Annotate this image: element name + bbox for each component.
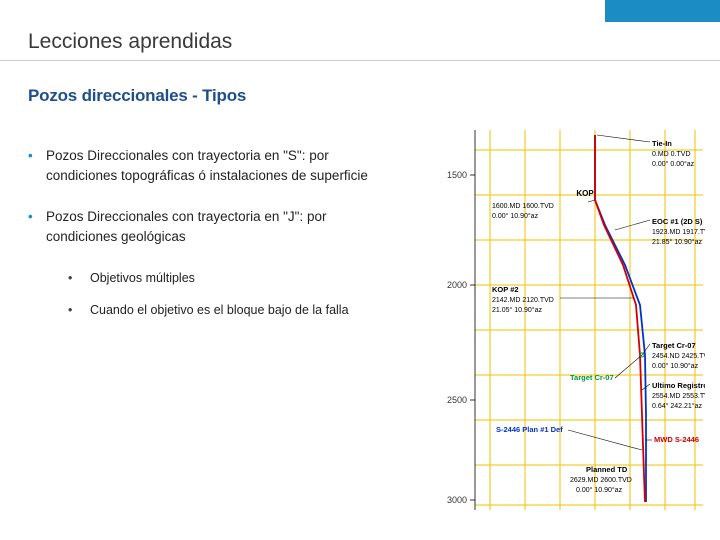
brand-accent-bar xyxy=(605,0,720,22)
svg-text:21.05° 10.90°az: 21.05° 10.90°az xyxy=(492,306,542,314)
svg-text:S-2446 Plan #1 Def: S-2446 Plan #1 Def xyxy=(496,425,563,434)
sub-bullet-item: • Cuando el objetivo es el bloque bajo d… xyxy=(68,300,378,320)
svg-text:2142.MD 2120.TVD: 2142.MD 2120.TVD xyxy=(492,297,554,304)
svg-text:KOP #2: KOP #2 xyxy=(492,285,519,294)
svg-text:0.MD 0.TVD: 0.MD 0.TVD xyxy=(652,151,691,158)
bullet-item: • Pozos Direccionales con trayectoria en… xyxy=(28,207,378,246)
bullet-marker: • xyxy=(28,207,46,246)
svg-text:0.00° 10.90°az: 0.00° 10.90°az xyxy=(576,486,623,494)
svg-text:21.85° 10.90°az: 21.85° 10.90°az xyxy=(652,238,702,246)
sub-bullet-marker: • xyxy=(68,268,90,288)
svg-text:0.00° 10.90°az: 0.00° 10.90°az xyxy=(652,362,699,370)
sub-bullet-list: • Objetivos múltiples • Cuando el objeti… xyxy=(68,268,378,320)
svg-text:3000: 3000 xyxy=(447,495,467,505)
title-rule xyxy=(0,60,720,61)
svg-text:2554.MD 2553.TVD: 2554.MD 2553.TVD xyxy=(652,393,705,400)
bullet-marker: • xyxy=(28,146,46,185)
svg-text:0.64° 242.21°az: 0.64° 242.21°az xyxy=(652,402,702,410)
svg-text:0.00° 10.90°az: 0.00° 10.90°az xyxy=(492,212,539,220)
svg-text:2000: 2000 xyxy=(447,280,467,290)
sub-bullet-text: Cuando el objetivo es el bloque bajo de … xyxy=(90,300,349,320)
page-title: Lecciones aprendidas xyxy=(28,30,232,54)
svg-text:MWD S-2446: MWD S-2446 xyxy=(654,435,699,444)
svg-text:Tie-In: Tie-In xyxy=(652,139,672,148)
trajectory-figure: 1500 2000 2500 3000 Tie-In 0.MD 0.TVD 0.00° 0.… xyxy=(420,130,705,520)
svg-text:2629.MD 2600.TVD: 2629.MD 2600.TVD xyxy=(570,477,632,484)
svg-text:Planned TD: Planned TD xyxy=(586,465,628,474)
content-column: • Pozos Direccionales con trayectoria en… xyxy=(28,146,378,332)
section-subtitle: Pozos direccionales - Tipos xyxy=(28,86,246,106)
bullet-text: Pozos Direccionales con trayectoria en "… xyxy=(46,207,378,246)
svg-text:Target Cr-07: Target Cr-07 xyxy=(570,373,614,382)
svg-text:1500: 1500 xyxy=(447,170,467,180)
svg-text:0.00° 0.00°az: 0.00° 0.00°az xyxy=(652,160,695,168)
svg-text:2454.ND 2425.TVD: 2454.ND 2425.TVD xyxy=(652,353,705,360)
svg-text:Target Cr-07: Target Cr-07 xyxy=(652,341,696,350)
bullet-item: • Pozos Direccionales con trayectoria en… xyxy=(28,146,378,185)
svg-text:1600.MD 1600.TVD: 1600.MD 1600.TVD xyxy=(492,203,554,210)
sub-bullet-text: Objetivos múltiples xyxy=(90,268,195,288)
sub-bullet-marker: • xyxy=(68,300,90,320)
svg-text:1923.MD 1917.TVD: 1923.MD 1917.TVD xyxy=(652,229,705,236)
svg-text:KOP: KOP xyxy=(576,189,594,198)
sub-bullet-item: • Objetivos múltiples xyxy=(68,268,378,288)
svg-text:Ultimo Registro: Ultimo Registro xyxy=(652,381,705,390)
svg-text:2500: 2500 xyxy=(447,395,467,405)
svg-text:EOC #1 (2D S): EOC #1 (2D S) xyxy=(652,217,703,226)
bullet-text: Pozos Direccionales con trayectoria en "… xyxy=(46,146,378,185)
